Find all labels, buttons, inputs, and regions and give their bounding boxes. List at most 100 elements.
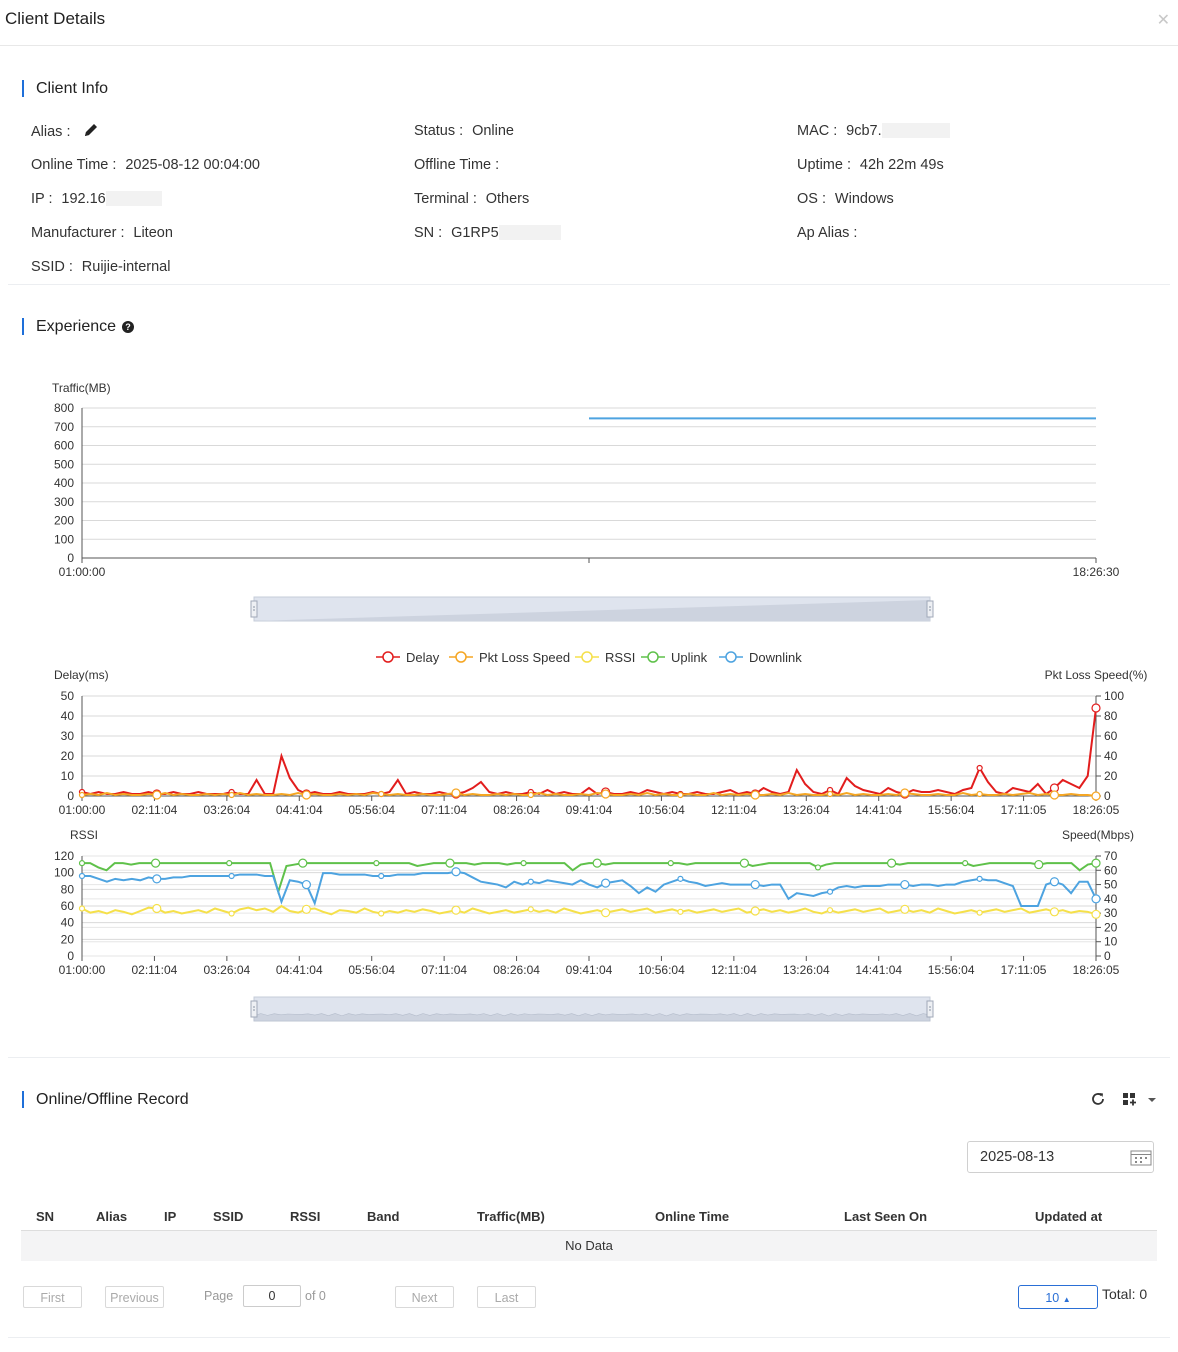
rssi-right-tick-label: 60 [1104, 863, 1118, 877]
table-empty-row: No Data [21, 1231, 1157, 1261]
calendar-icon[interactable] [1130, 1150, 1152, 1171]
column-traffic[interactable]: Traffic(MB) [477, 1209, 545, 1224]
redacted-block [105, 191, 162, 207]
rssi-point [226, 860, 233, 867]
traffic-chart: Traffic(MB) 0 100 200 300 400 500 600 700 800 01:0… [52, 381, 1120, 579]
delay-x-tick-label: 10:56:04 [638, 803, 685, 817]
delay-point [451, 788, 461, 798]
legend-marker [382, 651, 394, 663]
column-online-time[interactable]: Online Time [655, 1209, 730, 1224]
rssi-point [298, 858, 308, 868]
rssi-point [228, 910, 235, 917]
traffic-zoom-slider[interactable] [250, 596, 934, 622]
previous-page-button[interactable]: Previous [105, 1286, 164, 1308]
delay-right-tick-label: 20 [1104, 769, 1118, 783]
ip-label: IP : [31, 191, 53, 207]
rssi-chart: RSSI Speed(Mbps)0204060801001200102030405… [54, 828, 1134, 977]
delay-point [900, 788, 910, 798]
rssi-point [1049, 877, 1060, 887]
experience-charts: Traffic(MB)010020030040050060070080001:0… [52, 381, 1147, 1022]
column-rssi[interactable]: RSSI [290, 1209, 321, 1224]
delay-x-tick-label: 14:41:04 [855, 803, 902, 817]
date-picker[interactable]: 2025-08-13 [967, 1141, 1154, 1173]
status-label: Status : [414, 123, 464, 139]
column-ssid[interactable]: SSID [213, 1209, 244, 1224]
zoom-slider-handle [926, 600, 934, 618]
delay-point [1091, 703, 1101, 713]
column-band[interactable]: Band [367, 1209, 400, 1224]
legend-label: Downlink [749, 650, 802, 665]
rssi-x-tick-label: 05:56:04 [348, 963, 395, 977]
rssi-point [826, 888, 834, 895]
rssi-x-tick-label: 12:11:04 [711, 963, 757, 977]
dialog-title: Client Details [5, 9, 106, 28]
online-time-value: 2025-08-12 00:04:00 [125, 157, 260, 173]
last-page-button[interactable]: Last [477, 1286, 536, 1308]
rssi-point [378, 872, 385, 880]
rssi-point [150, 858, 161, 868]
delay-right-tick-label: 100 [1104, 689, 1124, 703]
column-updated-at[interactable]: Updated at [1035, 1209, 1103, 1224]
rssi-x-tick-label: 17:11:05 [1001, 963, 1047, 977]
terminal-row: Terminal : Others [414, 190, 529, 208]
refresh-icon[interactable] [1089, 1090, 1107, 1113]
rssi-point [886, 858, 897, 868]
column-last-seen-on[interactable]: Last Seen On [844, 1209, 928, 1224]
delay-left-tick-label: 10 [61, 769, 75, 783]
sn-value: G1RP5 [451, 225, 499, 241]
section-divider [8, 1057, 1170, 1058]
rssi-right-tick-label: 20 [1104, 920, 1118, 934]
rssi-point [601, 908, 611, 918]
uptime-label: Uptime : [797, 157, 851, 173]
rssi-point [527, 878, 534, 885]
rssi-right-tick-label: 30 [1104, 906, 1118, 920]
columns-settings-icon[interactable] [1121, 1090, 1161, 1113]
quality-zoom-slider[interactable] [250, 996, 934, 1022]
column-ip[interactable]: IP [164, 1209, 177, 1224]
delay-point [976, 764, 983, 772]
next-page-button[interactable]: Next [395, 1286, 454, 1308]
rssi-point [152, 903, 162, 914]
traffic-y-tick-label: 100 [54, 532, 74, 546]
first-page-button[interactable]: First [23, 1286, 82, 1308]
os-value: Windows [834, 191, 894, 207]
rssi-x-tick-label: 01:00:00 [59, 963, 106, 977]
rssi-left-tick-label: 40 [61, 916, 75, 930]
column-alias[interactable]: Alias [96, 1209, 128, 1224]
legend-label: Uplink [671, 650, 708, 665]
edit-pencil-icon[interactable] [83, 122, 99, 143]
legend-label: RSSI [605, 650, 635, 665]
rssi-point [900, 879, 910, 890]
page-count-label: of 0 [305, 1289, 326, 1303]
page-number-input[interactable] [243, 1285, 301, 1307]
delay-point [378, 790, 385, 798]
rssi-point [900, 904, 910, 914]
column-sn[interactable]: SN [36, 1209, 55, 1224]
rssi-right-axis-title: Speed(Mbps) [1062, 828, 1134, 842]
page-size-select[interactable]: 10 ▲ [1018, 1285, 1098, 1309]
rssi-point [378, 910, 385, 917]
rssi-right-tick-label: 0 [1104, 949, 1111, 963]
question-circle-icon[interactable]: ? [122, 321, 135, 333]
rssi-x-tick-label: 14:41:04 [855, 963, 902, 977]
rssi-point [445, 858, 455, 868]
status-row: Status : Online [414, 122, 514, 140]
delay-x-tick-label: 07:11:04 [421, 803, 467, 817]
total-count: Total: 0 [1102, 1286, 1148, 1302]
rssi-point [677, 908, 684, 915]
rssi-point [826, 907, 834, 914]
traffic-y-tick-label: 500 [54, 457, 74, 471]
delay-left-tick-label: 50 [61, 689, 75, 703]
rssi-point [228, 872, 235, 880]
delay-point [826, 790, 834, 798]
delay-x-tick-label: 02:11:04 [132, 803, 178, 817]
close-icon[interactable]: ✕ [1156, 12, 1170, 29]
rssi-right-tick-label: 50 [1104, 878, 1118, 892]
delay-left-tick-label: 20 [61, 749, 75, 763]
terminal-label: Terminal : [414, 191, 477, 207]
page-size-value: 10 [1045, 1291, 1060, 1305]
delay-point [750, 790, 760, 800]
terminal-value: Others [485, 191, 530, 207]
rssi-point [301, 879, 312, 890]
rssi-x-tick-label: 02:11:04 [132, 963, 178, 977]
